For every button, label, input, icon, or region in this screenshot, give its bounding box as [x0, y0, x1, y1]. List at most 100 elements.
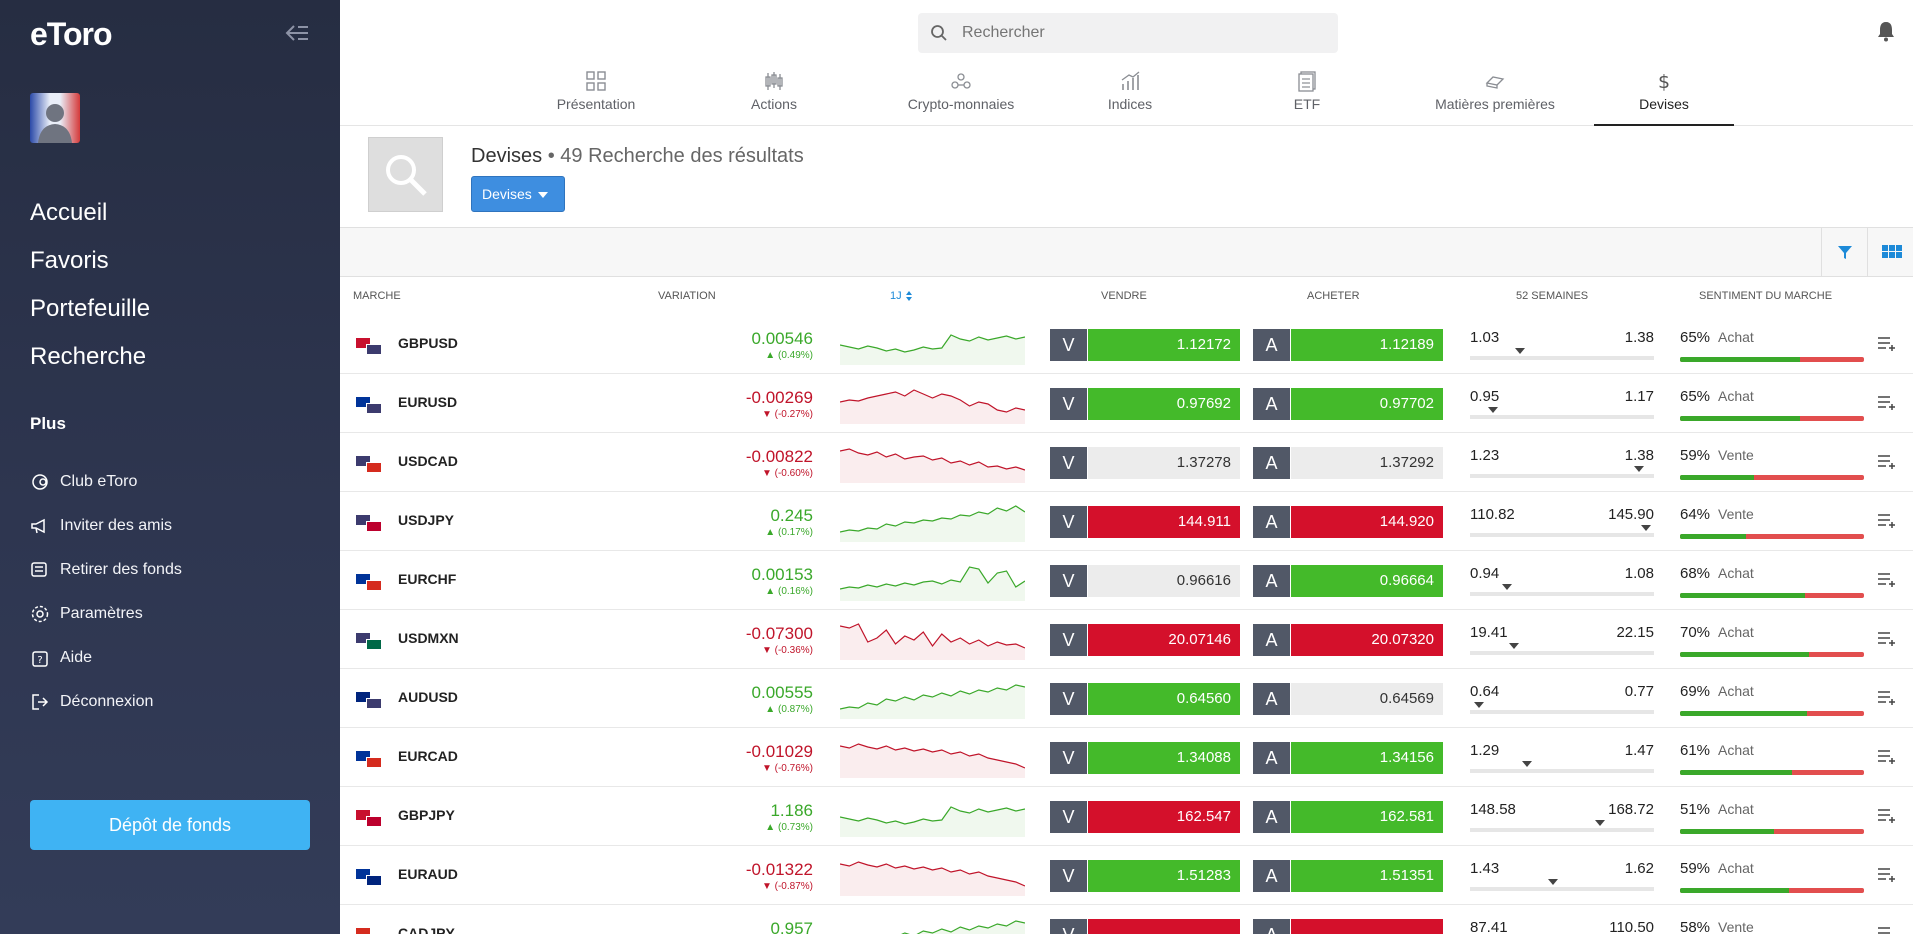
- sentiment-percent: 58%: [1680, 919, 1711, 934]
- instrument-symbol[interactable]: EURUSD: [398, 394, 458, 410]
- add-to-list-icon[interactable]: [1877, 925, 1897, 934]
- sell-button[interactable]: V 0.96616: [1050, 565, 1240, 597]
- nav-item-club[interactable]: Club eToro: [30, 460, 182, 504]
- buy-button[interactable]: A: [1253, 919, 1443, 934]
- dollar-icon: $: [1658, 71, 1670, 92]
- buy-button[interactable]: A 1.51351: [1253, 860, 1443, 892]
- col-sell[interactable]: VENDRE: [1101, 290, 1147, 302]
- add-to-list-icon[interactable]: [1877, 689, 1897, 705]
- tab-devises[interactable]: $ Devises: [1594, 64, 1734, 126]
- table-row[interactable]: EURAUD -0.01322 ▼ (-0.87%) V 1.51283 A 1.51351…: [340, 846, 1913, 905]
- nav-item-invite[interactable]: Inviter des amis: [30, 504, 182, 548]
- buy-button[interactable]: A 0.64569: [1253, 683, 1443, 715]
- search-input[interactable]: [962, 13, 1322, 53]
- nav-item-withdraw[interactable]: Retirer des fonds: [30, 548, 182, 592]
- buy-button[interactable]: A 162.581: [1253, 801, 1443, 833]
- instrument-symbol[interactable]: GBPJPY: [398, 807, 455, 823]
- filter-button[interactable]: [1821, 228, 1867, 276]
- nav-item-favoris[interactable]: Favoris: [30, 247, 109, 274]
- add-to-list-icon[interactable]: [1877, 453, 1897, 469]
- tab-presentation[interactable]: Présentation: [526, 64, 666, 126]
- sell-button[interactable]: V 162.547: [1050, 801, 1240, 833]
- table-row[interactable]: EURCHF 0.00153 ▲ (0.16%) V 0.96616 A 0.96664 0.…: [340, 551, 1913, 610]
- avatar[interactable]: [30, 93, 80, 143]
- tab-commodities[interactable]: Matières premières: [1405, 64, 1585, 126]
- change-arrow-icon: ▲: [765, 822, 778, 833]
- sell-button[interactable]: V 20.07146: [1050, 624, 1240, 656]
- collapse-sidebar-icon[interactable]: [284, 22, 310, 44]
- nav-item-logout[interactable]: Déconnexion: [30, 680, 182, 724]
- nav-item-accueil[interactable]: Accueil: [30, 199, 108, 226]
- buy-button[interactable]: A 20.07320: [1253, 624, 1443, 656]
- sell-price: 1.12172: [1088, 329, 1240, 361]
- add-to-list-icon[interactable]: [1877, 335, 1897, 351]
- nav-item-recherche[interactable]: Recherche: [30, 343, 147, 370]
- buy-button[interactable]: A 1.34156: [1253, 742, 1443, 774]
- tab-crypto[interactable]: Crypto-monnaies: [881, 64, 1041, 126]
- table-row[interactable]: EURUSD -0.00269 ▼ (-0.27%) V 0.97692 A 0.97702…: [340, 374, 1913, 433]
- col-sentiment[interactable]: SENTIMENT DU MARCHE: [1699, 290, 1833, 302]
- bell-icon[interactable]: [1876, 20, 1896, 42]
- add-to-list-icon[interactable]: [1877, 512, 1897, 528]
- sell-button[interactable]: V: [1050, 919, 1240, 934]
- table-row[interactable]: USDJPY 0.245 ▲ (0.17%) V 144.911 A 144.920 110.…: [340, 492, 1913, 551]
- instrument-symbol[interactable]: AUDUSD: [398, 689, 458, 705]
- table-row[interactable]: GBPUSD 0.00546 ▲ (0.49%) V 1.12172 A 1.12189 1.…: [340, 315, 1913, 374]
- table-row[interactable]: AUDUSD 0.00555 ▲ (0.87%) V 0.64560 A 0.64569 0.…: [340, 669, 1913, 728]
- 52w-range-bar: [1470, 592, 1654, 596]
- instrument-symbol[interactable]: GBPUSD: [398, 335, 458, 351]
- sell-button[interactable]: V 1.51283: [1050, 860, 1240, 892]
- deposit-button[interactable]: Dépôt de fonds: [30, 800, 310, 850]
- add-to-list-icon[interactable]: [1877, 394, 1897, 410]
- col-market[interactable]: MARCHE: [353, 290, 401, 302]
- nav-item-settings[interactable]: Paramètres: [30, 592, 182, 636]
- table-row[interactable]: EURCAD -0.01029 ▼ (-0.76%) V 1.34088 A 1.34156…: [340, 728, 1913, 787]
- instrument-symbol[interactable]: EURCAD: [398, 748, 458, 764]
- buy-button[interactable]: A 0.96664: [1253, 565, 1443, 597]
- sparkline-area: [840, 624, 1025, 660]
- sparkline-line: [840, 623, 1025, 649]
- grid-view-button[interactable]: [1867, 228, 1913, 276]
- instrument-symbol[interactable]: EURAUD: [398, 866, 458, 882]
- add-to-list-icon[interactable]: [1877, 748, 1897, 764]
- add-to-list-icon[interactable]: [1877, 571, 1897, 587]
- buy-button[interactable]: A 1.12189: [1253, 329, 1443, 361]
- col-52-weeks[interactable]: 52 SEMAINES: [1516, 290, 1589, 302]
- sell-button[interactable]: V 1.37278: [1050, 447, 1240, 479]
- sell-button[interactable]: V 144.911: [1050, 506, 1240, 538]
- table-row[interactable]: CADJPY 0.957▲ V A 87.41 110.50 58% Vente: [340, 905, 1913, 934]
- change-arrow-icon: ▼: [761, 763, 775, 774]
- nav-item-portefeuille[interactable]: Portefeuille: [30, 295, 151, 322]
- col-buy[interactable]: ACHETER: [1307, 290, 1360, 302]
- add-to-list-icon[interactable]: [1877, 807, 1897, 823]
- tab-actions[interactable]: Actions: [704, 64, 844, 126]
- buy-button[interactable]: A 144.920: [1253, 506, 1443, 538]
- table-row[interactable]: USDCAD -0.00822 ▼ (-0.60%) V 1.37278 A 1.37292…: [340, 433, 1913, 492]
- tab-etf[interactable]: ETF: [1237, 64, 1377, 126]
- instrument-symbol[interactable]: USDMXN: [398, 630, 459, 646]
- change-percent-value: (-0.36%): [774, 645, 813, 656]
- instrument-symbol[interactable]: USDJPY: [398, 512, 455, 528]
- instrument-symbol[interactable]: CADJPY: [398, 925, 455, 934]
- col-period[interactable]: 1J: [890, 277, 913, 315]
- sell-button[interactable]: V 0.97692: [1050, 388, 1240, 420]
- instrument-symbol[interactable]: USDCAD: [398, 453, 458, 469]
- 52w-marker-icon: [1515, 348, 1525, 354]
- table-row[interactable]: USDMXN -0.07300 ▼ (-0.36%) V 20.07146 A 20.073…: [340, 610, 1913, 669]
- table-row[interactable]: GBPJPY 1.186 ▲ (0.73%) V 162.547 A 162.581 148.…: [340, 787, 1913, 846]
- add-to-list-icon[interactable]: [1877, 866, 1897, 882]
- instrument-symbol[interactable]: EURCHF: [398, 571, 457, 587]
- category-dropdown[interactable]: Devises: [471, 176, 565, 212]
- sell-button[interactable]: V 0.64560: [1050, 683, 1240, 715]
- etoro-logo[interactable]: eToro: [30, 16, 113, 52]
- buy-button[interactable]: A 0.97702: [1253, 388, 1443, 420]
- nav-item-help[interactable]: ? Aide: [30, 636, 182, 680]
- add-to-list-icon[interactable]: [1877, 630, 1897, 646]
- buy-price: 1.34156: [1291, 742, 1443, 774]
- buy-button[interactable]: A 1.37292: [1253, 447, 1443, 479]
- sell-button[interactable]: V 1.12172: [1050, 329, 1240, 361]
- sell-button[interactable]: V 1.34088: [1050, 742, 1240, 774]
- col-change[interactable]: VARIATION: [658, 290, 716, 302]
- tab-indices[interactable]: Indices: [1060, 64, 1200, 126]
- 52w-high: 22.15: [1616, 624, 1654, 641]
